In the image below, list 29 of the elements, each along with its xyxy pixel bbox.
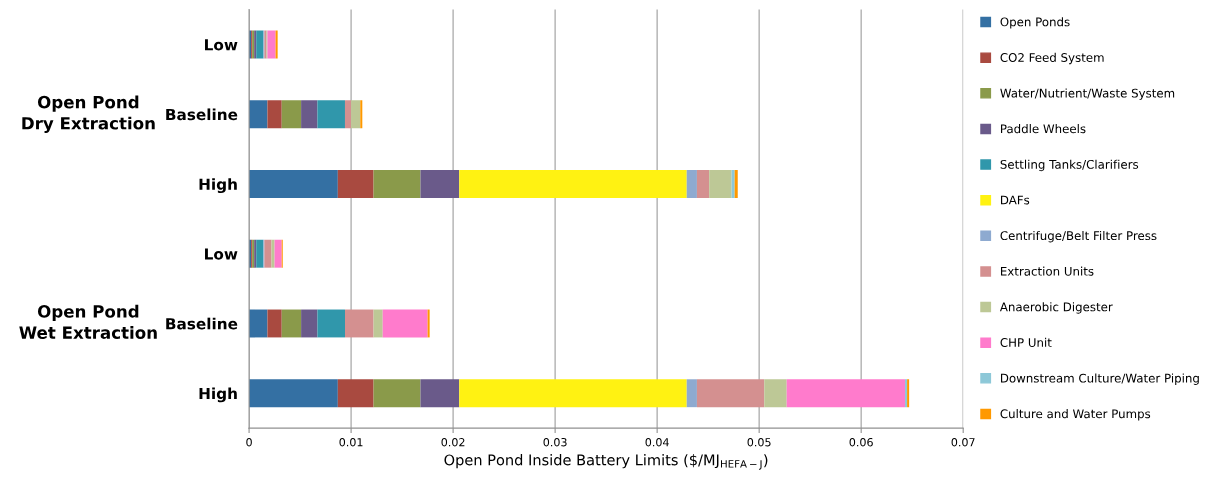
legend-label: Open Ponds bbox=[1000, 17, 1070, 29]
legend-label: Centrifuge/Belt Filter Press bbox=[1000, 230, 1157, 243]
y-tick-label: Low bbox=[205, 248, 238, 260]
legend-label: Extraction Units bbox=[1001, 266, 1094, 276]
x-tick-label: 0.01 bbox=[339, 438, 363, 447]
x-tick-label: 0.02 bbox=[441, 438, 465, 447]
x-tick-label: 0.03 bbox=[543, 438, 567, 447]
legend-label: CO2 Feed System bbox=[1000, 52, 1104, 65]
legend-label: Paddle Wheels bbox=[1001, 124, 1086, 134]
y-tick-label: Low bbox=[205, 39, 238, 51]
legend-label: Culture and Water Pumps bbox=[1000, 409, 1151, 421]
x-tick-label: 0.05 bbox=[747, 438, 771, 447]
x-axis-title: Open Pond Inside Battery Limits ($/MJ$_{HEFA−J}$) bbox=[444, 454, 768, 470]
legend-label: Settling Tanks/Clarifiers bbox=[1000, 159, 1139, 172]
legend-label: CHP Unit bbox=[1000, 337, 1052, 347]
x-tick-label: 0.04 bbox=[645, 438, 669, 447]
legend-label: Anaerobic Digester bbox=[999, 302, 1113, 314]
legend-label: DAFs bbox=[1001, 195, 1030, 205]
legend-label: Downstream Culture/Water Piping bbox=[1001, 373, 1199, 385]
y-tick-label: Baseline bbox=[166, 108, 238, 121]
y-tick-label: High bbox=[199, 387, 237, 403]
x-tick-label: 0.06 bbox=[849, 438, 873, 447]
text: Open Pond Wet Extraction bbox=[19, 304, 157, 339]
x-tick-label: 0.07 bbox=[951, 438, 975, 447]
y-tick-label: Baseline bbox=[166, 317, 238, 330]
y-tick-label: High bbox=[199, 178, 237, 194]
legend-label: Water/Nutrient/Waste System bbox=[1000, 88, 1175, 100]
x-tick-label: 0 bbox=[246, 438, 252, 447]
text: Open Pond Dry Extraction bbox=[22, 95, 155, 133]
